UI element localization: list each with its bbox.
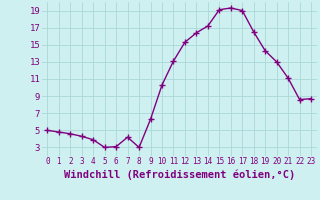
X-axis label: Windchill (Refroidissement éolien,°C): Windchill (Refroidissement éolien,°C): [64, 169, 295, 180]
